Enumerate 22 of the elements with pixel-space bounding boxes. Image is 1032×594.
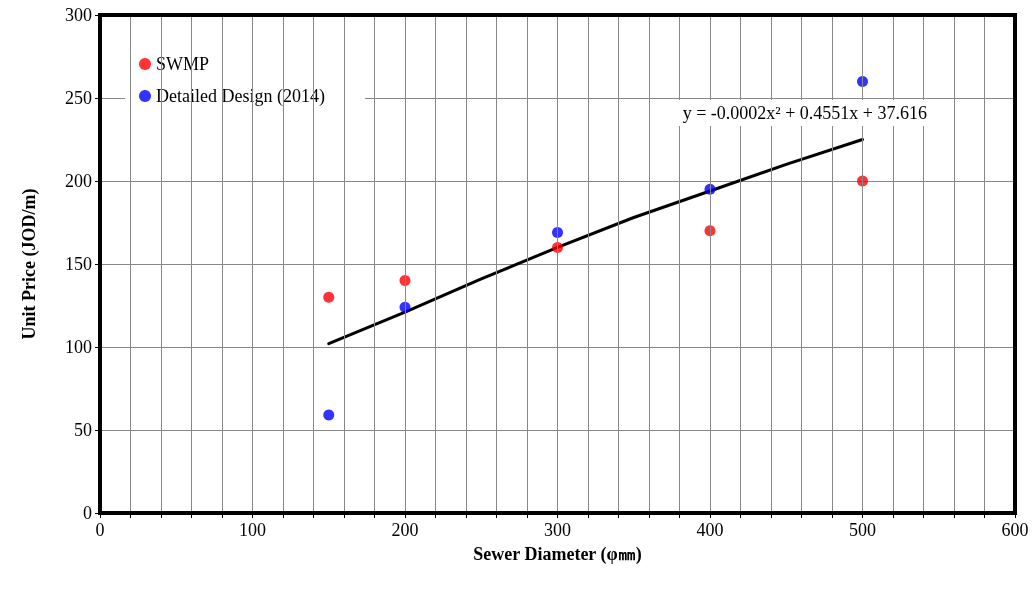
y-tick-label: 100 bbox=[65, 337, 92, 357]
legend-label: SWMP bbox=[156, 54, 210, 74]
x-axis-title: Sewer Diameter (φ㎜) bbox=[473, 544, 642, 565]
y-tick-label: 0 bbox=[83, 503, 92, 523]
x-tick-label: 200 bbox=[391, 520, 419, 540]
y-tick-label: 200 bbox=[65, 171, 92, 191]
x-tick-label: 400 bbox=[696, 520, 724, 540]
point bbox=[323, 409, 335, 421]
annotation: y = -0.0002x² + 0.4551x + 37.616 bbox=[682, 103, 928, 123]
y-tick-label: 300 bbox=[65, 5, 92, 25]
x-tick-label: 100 bbox=[239, 520, 266, 540]
point bbox=[323, 291, 335, 303]
y-tick-label: 150 bbox=[65, 254, 92, 274]
x-tick-label: 600 bbox=[1001, 520, 1029, 540]
y-tick-label: 50 bbox=[74, 420, 92, 440]
y-tick-label: 250 bbox=[65, 88, 92, 108]
line-series bbox=[327, 138, 864, 346]
x-tick-label: 0 bbox=[95, 520, 105, 540]
point bbox=[552, 226, 563, 238]
y-axis-title: Unit Price (JOD/m) bbox=[19, 188, 40, 340]
x-tick-label: 300 bbox=[544, 520, 571, 540]
x-tick-label: 500 bbox=[849, 520, 876, 540]
